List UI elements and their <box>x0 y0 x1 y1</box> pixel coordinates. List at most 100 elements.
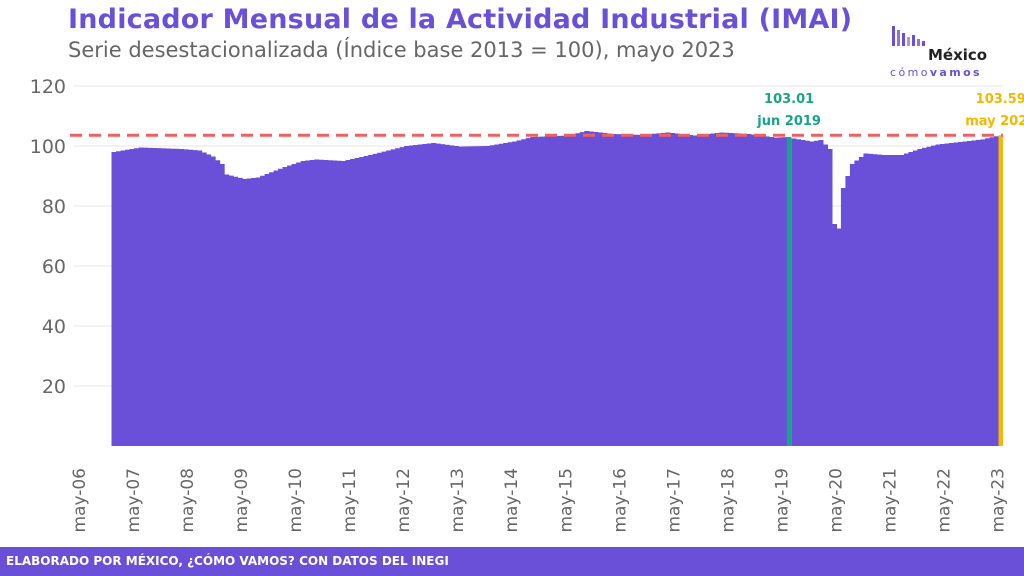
data-bar <box>507 142 513 446</box>
data-bar <box>116 151 122 446</box>
data-bar <box>994 136 1000 446</box>
data-bar <box>350 158 356 447</box>
annotation-date-label: jun 2019 <box>756 114 821 129</box>
source-footer: ELABORADO POR MÉXICO, ¿CÓMO VAMOS? CON D… <box>0 547 1024 576</box>
data-bar <box>728 133 734 446</box>
data-bar <box>647 134 653 446</box>
data-bar <box>575 133 581 446</box>
data-bar <box>156 148 162 446</box>
data-bar <box>804 140 810 446</box>
data-bar <box>750 134 756 446</box>
x-tick-label: may-10 <box>286 468 306 533</box>
data-bar <box>512 141 518 446</box>
data-bar <box>759 135 765 447</box>
data-bar <box>696 134 702 447</box>
data-bar <box>935 144 941 446</box>
x-tick-label: may-15 <box>556 468 576 533</box>
data-bar <box>377 152 383 446</box>
data-bar <box>269 172 275 446</box>
data-bar <box>498 143 504 446</box>
data-bar <box>611 134 617 446</box>
data-bar <box>300 161 306 446</box>
data-bar <box>489 145 495 446</box>
data-bar <box>876 154 883 447</box>
data-bar <box>408 145 414 447</box>
data-bar <box>327 160 333 446</box>
data-bar <box>881 155 887 446</box>
x-tick-label: may-13 <box>448 468 468 533</box>
data-bar <box>206 154 212 447</box>
data-bar <box>125 149 131 446</box>
data-bar <box>755 135 761 446</box>
data-bar <box>642 134 648 446</box>
data-bar <box>251 178 257 446</box>
data-bar <box>687 134 693 447</box>
data-bar <box>359 157 365 446</box>
data-bar <box>660 132 666 446</box>
data-bar <box>773 137 779 446</box>
data-bar <box>858 157 865 446</box>
data-bar <box>948 143 955 446</box>
data-bar <box>543 136 549 446</box>
data-bar <box>485 146 491 446</box>
data-bar <box>413 145 419 446</box>
data-bar <box>170 148 176 447</box>
data-bar <box>548 136 554 446</box>
data-bar <box>192 150 198 447</box>
data-bar <box>296 162 302 446</box>
data-bar <box>224 174 230 446</box>
data-bar <box>552 136 558 446</box>
data-bar <box>557 135 563 447</box>
data-bar <box>539 136 545 447</box>
data-bar <box>417 144 423 446</box>
mexico-como-vamos-logo: México cómovamos <box>890 24 1000 84</box>
annotation-value: 103.01 <box>764 92 814 107</box>
data-bar <box>764 136 770 446</box>
data-bar <box>179 149 185 446</box>
x-tick-label: may-19 <box>772 468 792 533</box>
data-bar <box>894 155 901 446</box>
data-bar <box>597 132 603 446</box>
data-bar <box>971 140 977 446</box>
data-bar <box>768 137 774 446</box>
data-bar <box>984 138 991 446</box>
data-bar <box>341 161 347 446</box>
chart-title: Indicador Mensual de la Actividad Indust… <box>68 4 853 35</box>
data-bar <box>467 146 473 446</box>
x-tick-label: may-09 <box>232 468 252 533</box>
data-bar <box>561 135 567 446</box>
logo-main-text: México <box>928 46 988 64</box>
x-tick-label: may-11 <box>340 468 360 533</box>
x-tick-label: may-14 <box>502 468 522 533</box>
chart-subtitle: Serie desestacionalizada (Índice base 20… <box>68 38 735 62</box>
data-bar <box>989 137 995 447</box>
data-bar <box>503 143 509 446</box>
data-bar <box>629 134 635 446</box>
data-bar <box>854 160 860 447</box>
data-bar <box>242 179 248 446</box>
data-bar <box>386 150 392 446</box>
data-bar <box>620 134 626 447</box>
data-bar <box>606 133 612 447</box>
y-tick-label: 40 <box>42 316 66 338</box>
data-bar <box>210 156 216 446</box>
data-bar <box>323 160 329 446</box>
data-bar <box>719 132 725 446</box>
data-bar <box>143 147 149 446</box>
x-tick-label: may-20 <box>826 468 846 533</box>
data-bar <box>197 150 203 446</box>
data-bar <box>615 134 621 446</box>
data-bar <box>723 132 729 447</box>
data-bar <box>264 173 270 447</box>
data-bar <box>201 152 207 446</box>
data-bar <box>260 175 266 446</box>
data-bar <box>525 138 531 447</box>
data-bar <box>957 142 964 446</box>
data-bar <box>246 178 252 447</box>
x-tick-label: may-12 <box>394 468 414 533</box>
data-bar <box>665 132 671 446</box>
data-bar <box>395 148 401 446</box>
data-bar <box>309 160 315 446</box>
data-bar <box>305 160 311 447</box>
x-tick-label: may-08 <box>178 468 198 533</box>
